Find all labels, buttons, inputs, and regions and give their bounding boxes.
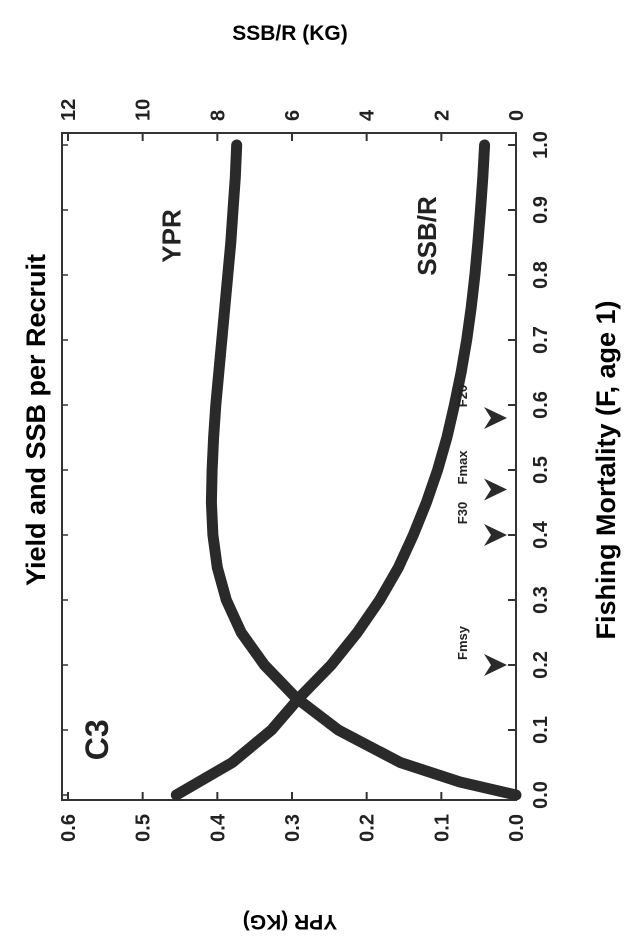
ref-marker-fmsy [484, 654, 507, 676]
ref-label-fmsy: Fmsy [455, 625, 470, 660]
y2-tick-label: 8 [207, 110, 229, 121]
y2-tick-label: 12 [58, 99, 80, 121]
series-line-ssb-r [170, 139, 491, 801]
series-layer [170, 139, 522, 801]
ref-label-f30: F30 [455, 502, 470, 524]
y-tick-label: 0.5 [133, 814, 155, 842]
x-tick-label: 0.4 [530, 520, 552, 549]
chart-title: Yield and SSB per Recruit [21, 254, 51, 586]
series-line-ypr [205, 139, 522, 801]
series-label-ypr: YPR [156, 209, 186, 263]
plot-frame [61, 132, 517, 801]
series-label-ssbr: SSB/R [412, 196, 442, 276]
y2-tick-label: 4 [357, 109, 379, 121]
x-tick-label: 0.2 [530, 651, 552, 679]
x-axis-label: Fishing Mortality (F, age 1) [591, 300, 621, 639]
x-tick-label: 0.6 [530, 391, 552, 419]
x-tick-label: 1.0 [530, 131, 552, 159]
x-tick-label: 0.5 [530, 456, 552, 484]
ref-marker-fmax [484, 478, 507, 501]
panel-label: C3 [79, 719, 115, 760]
x-tick-label: 0.9 [530, 196, 552, 224]
label-layer: YPR SSB/R C3 Fmsy F30 Fmax F20 [79, 196, 507, 760]
y-tick-label: 0.2 [357, 814, 379, 842]
y2-tick-label: 10 [133, 99, 155, 121]
y-tick-label: 0.0 [506, 814, 528, 842]
ref-label-fmax: Fmax [455, 450, 470, 485]
ref-marker-f30 [484, 524, 507, 546]
ref-marker-f20 [484, 407, 507, 429]
y-tick-label: 0.6 [58, 814, 80, 842]
y-axis-label: YPR (KG) [243, 910, 338, 933]
ref-label-f20: F20 [455, 385, 470, 407]
y2-tick-label: 0 [506, 110, 528, 121]
x-tick-label: 0.0 [530, 781, 552, 809]
x-tick-label: 0.8 [530, 261, 552, 289]
y-tick-label: 0.4 [207, 813, 229, 842]
tick-layer: 0.0 0.1 0.2 0.3 0.4 0.5 0.6 0.7 0.8 0.9 1.0 0.0 0.1 0… [58, 99, 552, 842]
x-tick-label: 0.7 [530, 326, 552, 354]
y-tick-label: 0.3 [282, 814, 304, 842]
y2-tick-label: 6 [282, 110, 304, 121]
x-tick-label: 0.3 [530, 586, 552, 614]
y2-axis-label: SSB/R (KG) [232, 22, 348, 45]
y2-tick-label: 2 [431, 110, 453, 121]
x-tick-label: 0.1 [530, 716, 552, 744]
y-tick-label: 0.1 [431, 814, 453, 842]
